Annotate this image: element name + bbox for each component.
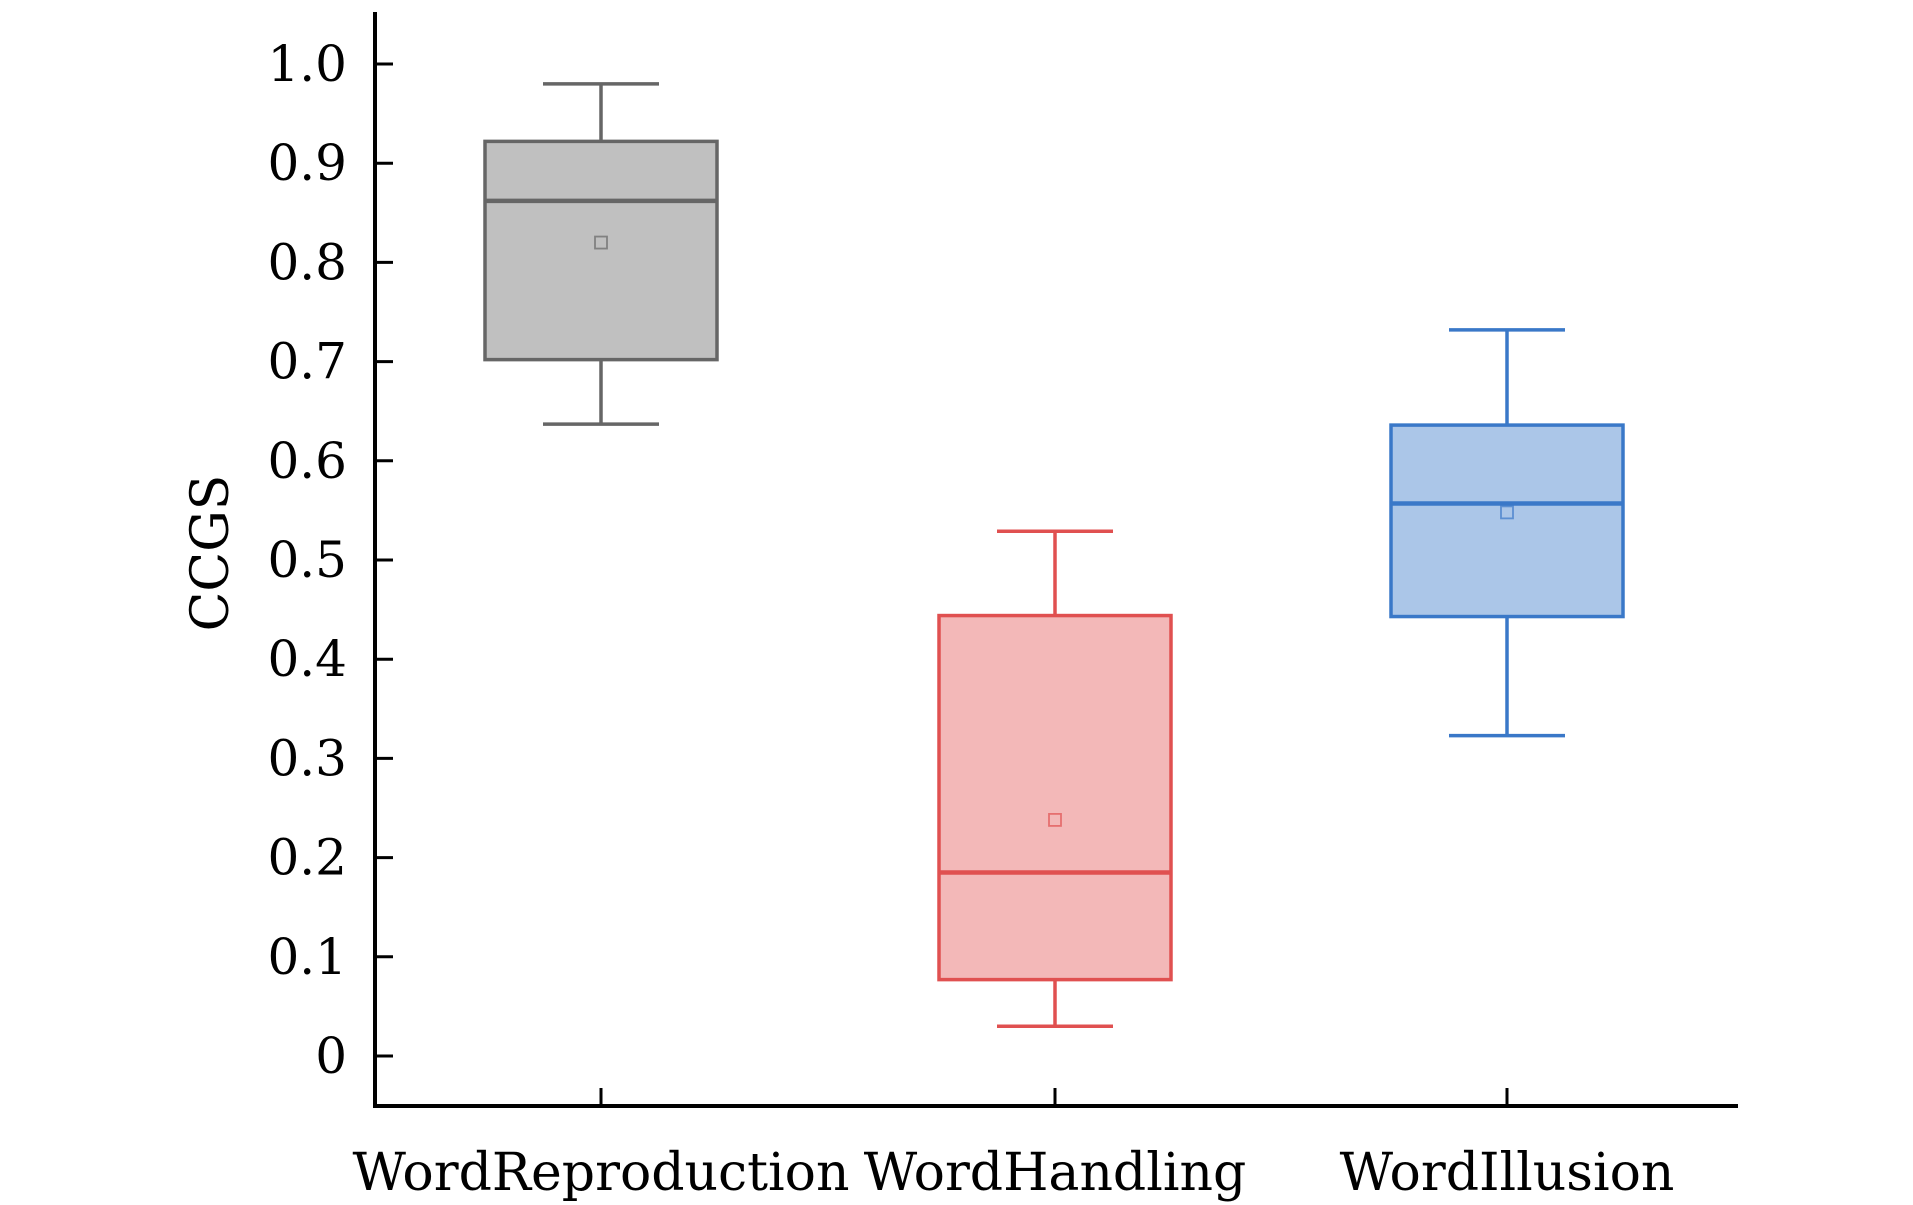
y-tick-label: 0.8	[267, 233, 347, 291]
box-group	[483, 82, 719, 426]
y-tick-label: 0.7	[267, 333, 347, 391]
box-group	[937, 529, 1173, 1028]
box-iqr	[937, 613, 1173, 982]
box-group	[1389, 328, 1625, 738]
axes-layer: 0 0.1 0.2 0.3 0.4 0.5 0.6 0.7 0.8 0.9 1.0 WordRepro…	[267, 12, 1738, 1203]
y-tick-label: 0.4	[267, 630, 347, 688]
mean-marker	[1500, 505, 1514, 520]
box-iqr	[483, 139, 719, 362]
boxes-layer	[483, 82, 1625, 1028]
mean-marker	[594, 235, 608, 250]
y-tick-label: 0.3	[267, 729, 347, 787]
y-tick-label: 0.9	[267, 134, 347, 192]
y-tick-label: 0.5	[267, 531, 347, 589]
y-tick-label: 0	[315, 1027, 347, 1085]
mean-marker	[1048, 813, 1062, 827]
y-tick-label: 0.1	[267, 928, 347, 986]
y-tick-label: 0.2	[267, 829, 347, 887]
y-tick-label: 1.0	[267, 35, 347, 93]
y-axis-title: CCGS	[181, 475, 241, 632]
x-tick-label: WordReproduction	[353, 1143, 850, 1203]
x-tick-label: WordIllusion	[1340, 1143, 1675, 1203]
box-iqr	[1389, 423, 1625, 619]
x-tick-label: WordHandling	[864, 1143, 1247, 1203]
y-tick-label: 0.6	[267, 432, 347, 490]
